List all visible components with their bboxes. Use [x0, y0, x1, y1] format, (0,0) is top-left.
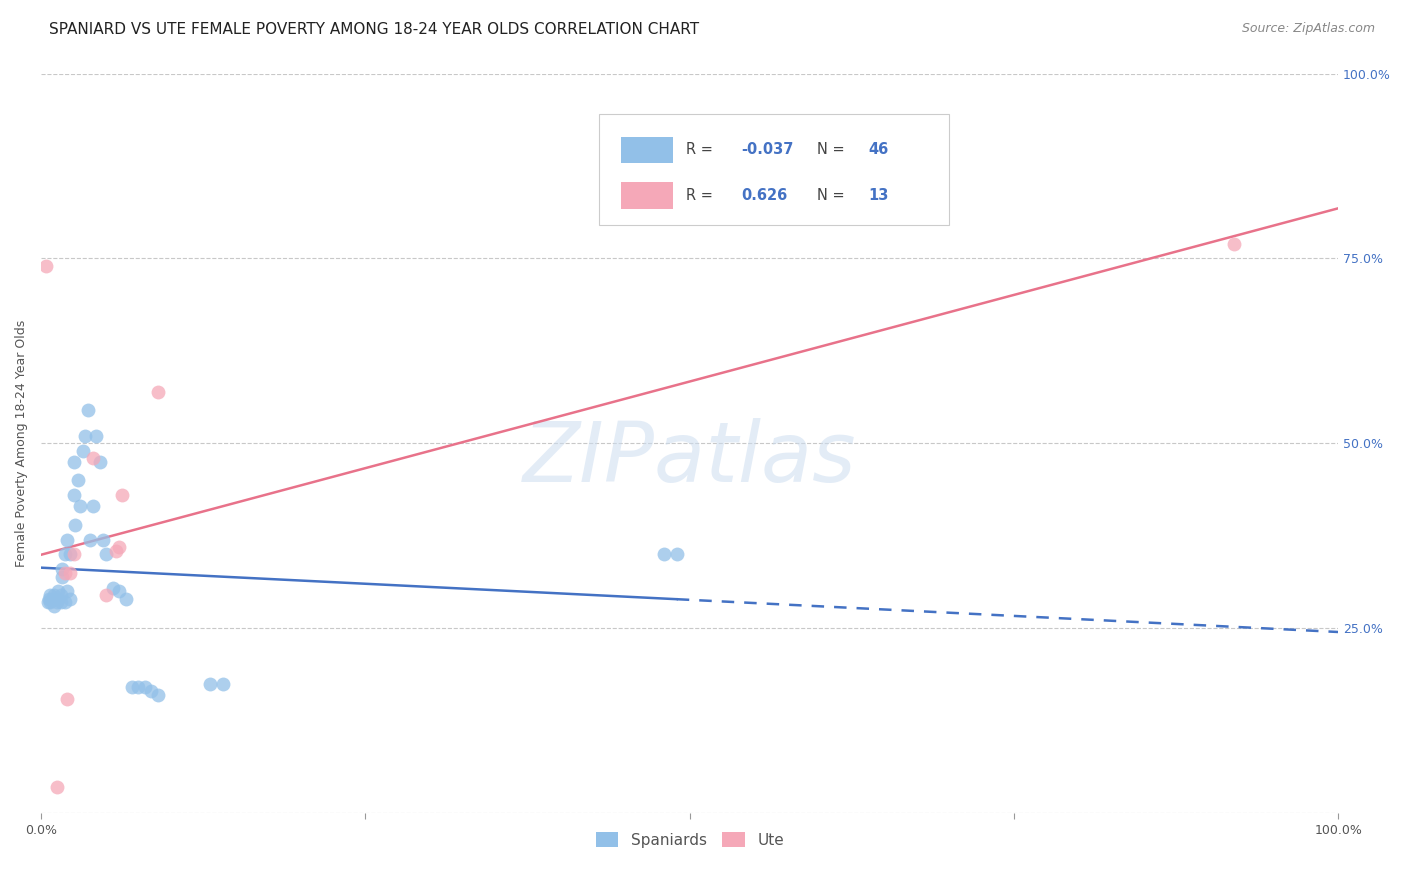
Point: [146, 384, 169, 399]
Point: [77, 403, 100, 417]
Point: [39, 588, 62, 602]
Point: [665, 547, 688, 561]
Point: [53, 566, 76, 580]
Point: [141, 684, 163, 698]
Legend: Spaniards, Ute: Spaniards, Ute: [589, 826, 790, 854]
Text: R =: R =: [686, 188, 717, 202]
Point: [56, 584, 79, 599]
Point: [69, 500, 91, 514]
Point: [82, 500, 104, 514]
Point: [45, 780, 67, 795]
Point: [62, 488, 84, 502]
Point: [35, 259, 58, 273]
Text: SPANIARD VS UTE FEMALE POVERTY AMONG 18-24 YEAR OLDS CORRELATION CHART: SPANIARD VS UTE FEMALE POVERTY AMONG 18-…: [49, 22, 699, 37]
Point: [114, 591, 136, 606]
Point: [39, 595, 62, 609]
Point: [82, 451, 104, 466]
Point: [56, 533, 79, 547]
Point: [59, 591, 82, 606]
Point: [51, 569, 73, 583]
Text: N =: N =: [817, 188, 849, 202]
Point: [75, 429, 97, 443]
Point: [101, 581, 124, 595]
Point: [49, 595, 72, 609]
Point: [79, 533, 101, 547]
Point: [46, 584, 69, 599]
Bar: [621, 136, 673, 163]
Point: [37, 595, 59, 609]
Text: -0.037: -0.037: [741, 143, 794, 157]
Point: [110, 488, 132, 502]
FancyBboxPatch shape: [599, 114, 949, 225]
Point: [45, 595, 67, 609]
Point: [211, 677, 233, 691]
Point: [89, 455, 111, 469]
Point: [66, 474, 89, 488]
Point: [198, 677, 221, 691]
Point: [652, 547, 675, 561]
Y-axis label: Female Poverty Among 18-24 Year Olds: Female Poverty Among 18-24 Year Olds: [15, 319, 28, 567]
Point: [108, 540, 131, 554]
Point: [127, 681, 149, 695]
Point: [53, 595, 76, 609]
Point: [62, 547, 84, 561]
Point: [93, 533, 115, 547]
Point: [44, 599, 66, 614]
Point: [105, 543, 128, 558]
Point: [1223, 236, 1246, 251]
Text: 46: 46: [869, 143, 889, 157]
Text: 13: 13: [869, 188, 889, 202]
Point: [46, 591, 69, 606]
Text: ZIPatlas: ZIPatlas: [523, 417, 856, 499]
Text: N =: N =: [817, 143, 849, 157]
Point: [63, 517, 86, 532]
Point: [56, 691, 79, 706]
Point: [38, 591, 60, 606]
Text: 0.626: 0.626: [741, 188, 787, 202]
Point: [84, 429, 107, 443]
Point: [41, 591, 63, 606]
Point: [72, 443, 94, 458]
Point: [134, 681, 156, 695]
Text: Source: ZipAtlas.com: Source: ZipAtlas.com: [1241, 22, 1375, 36]
Point: [121, 681, 143, 695]
Point: [94, 547, 117, 561]
Point: [94, 588, 117, 602]
Point: [49, 588, 72, 602]
Point: [108, 584, 131, 599]
Point: [59, 547, 82, 561]
Text: R =: R =: [686, 143, 717, 157]
Point: [44, 588, 66, 602]
Point: [51, 562, 73, 576]
Point: [146, 688, 169, 702]
Point: [62, 455, 84, 469]
Point: [53, 547, 76, 561]
Bar: [621, 182, 673, 209]
Point: [59, 566, 82, 580]
